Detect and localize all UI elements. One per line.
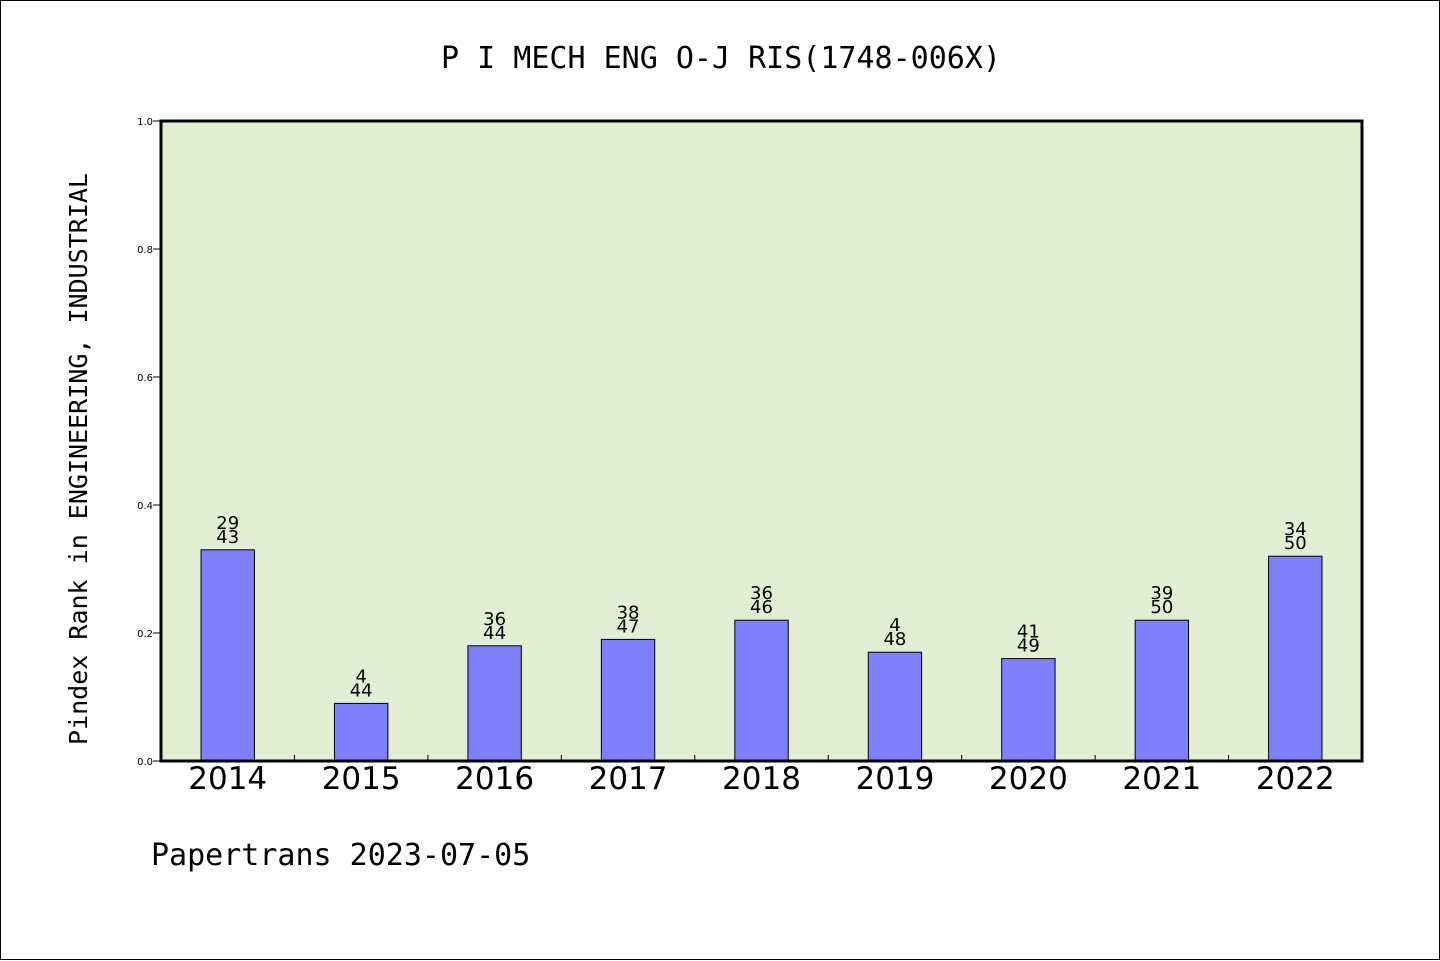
- chart-title: P I MECH ENG O-J RIS(1748-006X): [441, 41, 1001, 76]
- y-tick-label: 0.0: [137, 757, 153, 768]
- y-tick-label: 0.4: [137, 501, 153, 512]
- bar: [734, 619, 789, 762]
- bar-total-label: 43: [216, 527, 239, 548]
- bar-rank-label: 4: [889, 615, 900, 636]
- x-tick-label: 2019: [855, 761, 934, 797]
- bar-total-label: 48: [883, 629, 906, 650]
- bar-total-label: 50: [1150, 597, 1173, 618]
- bar: [1001, 658, 1056, 762]
- bar: [467, 645, 522, 762]
- bar-rank-label: 4: [355, 666, 366, 687]
- bar-total-label: 47: [617, 616, 640, 637]
- bar: [1268, 555, 1323, 762]
- y-tick-label: 0.8: [137, 245, 153, 256]
- x-tick-label: 2014: [188, 761, 267, 797]
- bar-rank-label: 41: [1017, 622, 1040, 643]
- bar-rank-label: 38: [617, 602, 640, 623]
- bar-total-label: 50: [1284, 533, 1307, 554]
- bar-rank-label: 29: [216, 513, 239, 534]
- x-axis: 2014 2015 2016 2017 2018 2019 2020 2021 2022: [188, 755, 1335, 797]
- x-tick-label: 2021: [1122, 761, 1201, 797]
- bar: [867, 651, 923, 762]
- plot-border: [159, 119, 1364, 763]
- bar: [600, 638, 656, 762]
- y-tick-label: 0.2: [137, 629, 153, 640]
- footer-credit: Papertrans 2023-07-05: [151, 838, 530, 873]
- bar-total-label: 49: [1017, 636, 1040, 657]
- x-tick-label: 2018: [722, 761, 801, 797]
- x-tick-label: 2022: [1256, 761, 1335, 797]
- x-tick-label: 2016: [455, 761, 534, 797]
- y-tick-label: 0.6: [137, 373, 153, 384]
- bar-rank-label: 39: [1150, 583, 1173, 604]
- bar-rank-label: 36: [483, 609, 506, 630]
- y-axis-label: Pindex Rank in ENGINEERING, INDUSTRIAL: [64, 173, 93, 745]
- bar: [200, 549, 255, 762]
- x-tick-label: 2020: [989, 761, 1068, 797]
- x-tick-label: 2015: [322, 761, 401, 797]
- bar-total-label: 44: [483, 623, 506, 644]
- bar-total-label: 44: [350, 680, 373, 701]
- bar: [1134, 619, 1190, 762]
- y-axis: 0.0 0.2 0.4 0.6 0.8 1.0: [137, 117, 161, 768]
- bar: [333, 702, 389, 762]
- bar-rank-label: 36: [750, 583, 773, 604]
- bar-rank-label: 34: [1284, 519, 1307, 540]
- y-tick-label: 1.0: [137, 117, 153, 128]
- x-tick-label: 2017: [589, 761, 668, 797]
- bar-total-label: 46: [750, 597, 773, 618]
